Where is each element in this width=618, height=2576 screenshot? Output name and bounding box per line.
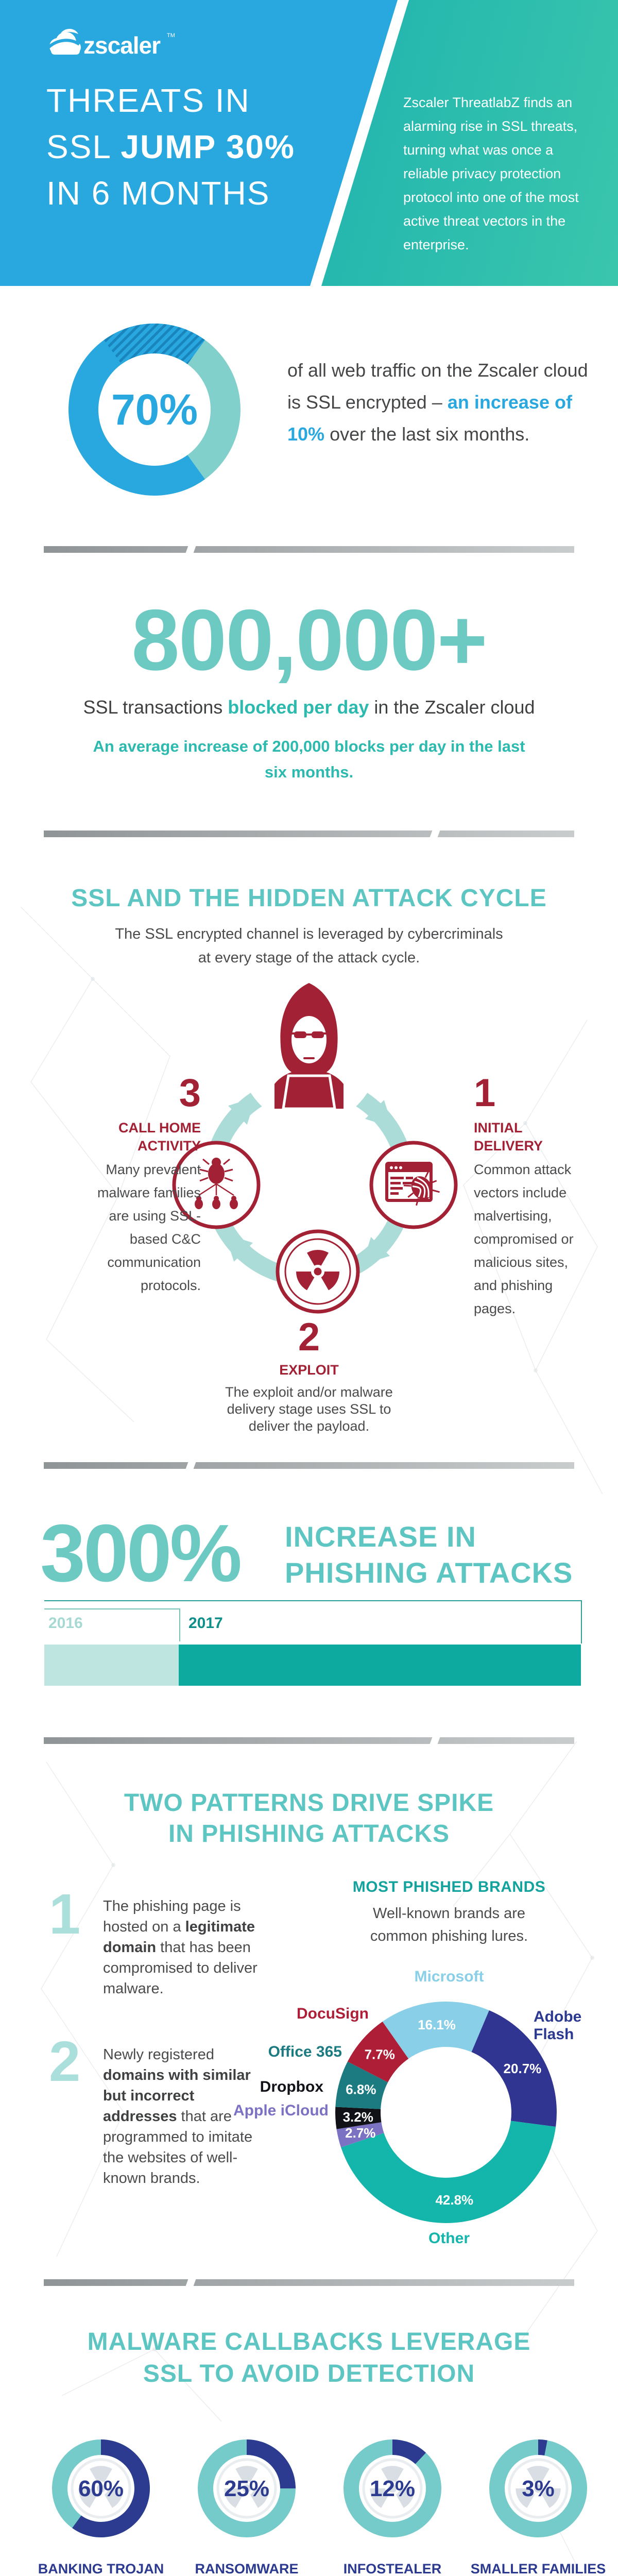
svg-text:7.7%: 7.7% bbox=[365, 2046, 395, 2062]
blocked-transactions-sub: An average increase of 200,000 blocks pe… bbox=[93, 737, 525, 781]
callbacks-title-line1: MALWARE CALLBACKS LEVERAGE bbox=[87, 2328, 531, 2355]
bar-year-2016-label: 2016 bbox=[48, 1615, 83, 1632]
bug-network-icon bbox=[195, 1158, 238, 1209]
phishing-increase-label: INCREASE IN PHISHING ATTACKS bbox=[285, 1520, 573, 1589]
gauge-ransomware: 25% bbox=[198, 2439, 296, 2537]
brand-label-adobe-flash: Adobe Flash bbox=[534, 2008, 582, 2043]
section-divider-1 bbox=[44, 546, 574, 553]
radiation-icon bbox=[296, 1249, 340, 1291]
ssl-donut-center-label: 70% bbox=[111, 385, 198, 434]
bar-segment-2016 bbox=[44, 1645, 179, 1686]
most-phished-subtitle: Well-known brands are common phishing lu… bbox=[370, 1905, 528, 1944]
attack-cycle-title: SSL AND THE HIDDEN ATTACK CYCLE bbox=[71, 885, 547, 912]
stage2-number: 2 bbox=[298, 1315, 320, 1359]
gauge-label-ransomware: RANSOMWARE FAMILIES bbox=[195, 2561, 299, 2576]
header-title: THREATS IN SSL JUMP 30% IN 6 MONTHS bbox=[46, 77, 295, 216]
brand-label-microsoft: Microsoft bbox=[414, 1968, 484, 1985]
ssl-traffic-donut-chart bbox=[68, 324, 241, 496]
pattern2-number: 2 bbox=[49, 2030, 81, 2093]
section-divider-2 bbox=[44, 831, 574, 837]
logo-tm: TM bbox=[167, 32, 175, 39]
brand-label-office365: Office 365 bbox=[268, 2043, 342, 2060]
gauge-label-banking: BANKING TROJAN FAMILIES bbox=[38, 2561, 164, 2576]
gauge-label-infostealer: INFOSTEALER TROJAN FAMILIES bbox=[343, 2561, 442, 2576]
stage3-label: CALL HOME ACTIVITY bbox=[118, 1120, 201, 1154]
zscaler-logo: zscaler TM bbox=[47, 28, 175, 59]
stage1-text: Common attack vectors include malvertisi… bbox=[474, 1162, 574, 1316]
svg-text:60%: 60% bbox=[78, 2476, 124, 2501]
stage2-label: EXPLOIT bbox=[279, 1362, 339, 1378]
bar-bracket-2017 bbox=[44, 1600, 582, 1643]
ssl-increase-highlight: an increase of 10% bbox=[287, 392, 572, 445]
stage3-number: 3 bbox=[179, 1071, 201, 1115]
section-divider-4 bbox=[44, 1737, 574, 1744]
section-divider-5 bbox=[44, 2279, 574, 2286]
pattern1-number: 1 bbox=[49, 1883, 81, 1946]
pattern1-text: The phishing page is hosted on a legitim… bbox=[103, 1898, 258, 1997]
delivery-node bbox=[369, 1141, 458, 1229]
gauge-banking-trojan: 60% bbox=[52, 2439, 150, 2537]
gauge-infostealer: 12% bbox=[344, 2439, 441, 2537]
two-patterns-title-line1: TWO PATTERNS DRIVE SPIKE bbox=[124, 1789, 494, 1817]
stage1-label: INITIAL DELIVERY bbox=[474, 1120, 543, 1154]
blocked-per-day-highlight: blocked per day bbox=[228, 697, 369, 718]
brand-label-dropbox: Dropbox bbox=[260, 2078, 323, 2095]
svg-text:6.8%: 6.8% bbox=[346, 2082, 376, 2097]
stage1-number: 1 bbox=[474, 1071, 496, 1115]
attack-cycle-diagram bbox=[172, 966, 458, 1314]
svg-text:20.7%: 20.7% bbox=[504, 2061, 542, 2076]
logo-wordmark: zscaler bbox=[83, 32, 161, 59]
svg-text:12%: 12% bbox=[370, 2476, 415, 2501]
header-title-line1: THREATS IN bbox=[46, 82, 250, 119]
pattern2-text: Newly registered domains with similar bu… bbox=[103, 2046, 253, 2187]
svg-text:42.8%: 42.8% bbox=[435, 2192, 473, 2208]
header-title-line2: SSL JUMP 30% bbox=[46, 128, 295, 165]
blocked-transactions-value: 800,000+ bbox=[131, 591, 487, 688]
svg-text:3.2%: 3.2% bbox=[343, 2109, 373, 2125]
stage2-text: The exploit and/or malware delivery stag… bbox=[225, 1384, 393, 1434]
phishing-increase-value: 300% bbox=[40, 1508, 242, 1599]
ssl-traffic-text: of all web traffic on the Zscaler cloud … bbox=[287, 360, 588, 445]
svg-text:16.1%: 16.1% bbox=[418, 2017, 456, 2032]
bar-bracket-2016 bbox=[44, 1608, 180, 1641]
svg-text:25%: 25% bbox=[224, 2476, 269, 2501]
header-title-line3: IN 6 MONTHS bbox=[46, 175, 270, 212]
most-phished-title: MOST PHISHED BRANDS bbox=[352, 1878, 546, 1895]
svg-text:3%: 3% bbox=[522, 2476, 555, 2501]
callbacks-title-line2: SSL TO AVOID DETECTION bbox=[143, 2360, 475, 2387]
phishing-bar-chart bbox=[44, 1645, 581, 1686]
brand-label-apple-icloud: Apple iCloud bbox=[233, 2102, 329, 2119]
two-patterns-title-line2: IN PHISHING ATTACKS bbox=[168, 1820, 450, 1848]
svg-text:2.7%: 2.7% bbox=[345, 2125, 375, 2141]
bar-segment-2017 bbox=[178, 1645, 581, 1686]
blocked-transactions-caption: SSL transactions blocked per day in the … bbox=[83, 697, 535, 718]
brand-label-other: Other bbox=[428, 2230, 470, 2247]
header-intro-text: Zscaler ThreatlabZ finds an alarming ris… bbox=[403, 95, 579, 252]
attack-cycle-subtitle: The SSL encrypted channel is leveraged b… bbox=[115, 926, 503, 966]
callhome-node bbox=[172, 1141, 261, 1229]
brand-label-docusign: DocuSign bbox=[297, 2005, 369, 2022]
bar-year-2017-label: 2017 bbox=[188, 1615, 223, 1632]
most-phished-donut-chart: 16.1% 20.7% 42.8% 2.7%3.2% 6.8% 7.7% bbox=[335, 2002, 557, 2223]
cycle-arrow-icons bbox=[225, 1097, 393, 1265]
zscaler-bird-icon bbox=[47, 28, 81, 55]
gauge-smaller: 3% bbox=[489, 2439, 587, 2537]
gauge-label-smaller: SMALLER FAMILIES bbox=[470, 2561, 606, 2576]
stage3-text: Many prevalent malware families are usin… bbox=[97, 1162, 201, 1293]
exploit-node bbox=[276, 1229, 360, 1314]
section-divider-3 bbox=[44, 1462, 574, 1469]
hacker-icon bbox=[274, 983, 344, 1110]
browser-bug-icon bbox=[385, 1162, 440, 1206]
